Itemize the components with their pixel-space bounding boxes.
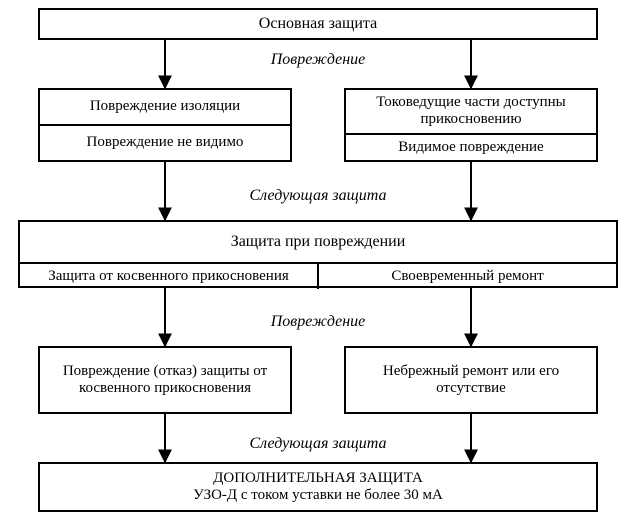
node-protection-failure: Повреждение (отказ) защиты от косвенного… (38, 346, 292, 414)
node-header: Защита при повреждении (20, 222, 616, 262)
edge-label-next-2: Следующая защита (250, 435, 387, 453)
edge-label-damage-1: Повреждение (271, 51, 366, 69)
node-poor-repair: Небрежный ремонт или его отсутствие (344, 346, 598, 414)
node-main-protection: Основная защита (38, 8, 598, 40)
node-protection-on-damage: Защита при повреждении Защита от косвенн… (18, 220, 618, 288)
node-text: Повреждение (отказ) защиты от косвенного… (40, 348, 290, 412)
node-text: ДОПОЛНИТЕЛЬНАЯ ЗАЩИТА УЗО-Д с током уста… (40, 464, 596, 510)
edge-label-damage-2: Повреждение (271, 313, 366, 331)
node-text: Видимое повреждение (346, 133, 596, 160)
node-live-parts-accessible: Токоведущие части доступны прикосновению… (344, 88, 598, 162)
node-text: Повреждение не видимо (40, 124, 290, 160)
node-text: Небрежный ремонт или его отсутствие (346, 348, 596, 412)
node-text: Токоведущие части доступны прикосновению (346, 90, 596, 133)
node-text-right: Своевременный ремонт (317, 264, 616, 289)
node-line1: ДОПОЛНИТЕЛЬНАЯ ЗАЩИТА (213, 470, 423, 487)
node-text: Основная защита (40, 10, 596, 38)
node-text-left: Защита от косвенного прикосновения (20, 264, 317, 289)
edge-label-next-1: Следующая защита (250, 187, 387, 205)
node-additional-protection: ДОПОЛНИТЕЛЬНАЯ ЗАЩИТА УЗО-Д с током уста… (38, 462, 598, 512)
node-text: Повреждение изоляции (40, 90, 290, 124)
flowchart-canvas: Основная защита Повреждение изоляции Пов… (0, 0, 635, 520)
node-line2: УЗО-Д с током уставки не более 30 мА (193, 487, 443, 504)
node-insulation-damage: Повреждение изоляции Повреждение не види… (38, 88, 292, 162)
